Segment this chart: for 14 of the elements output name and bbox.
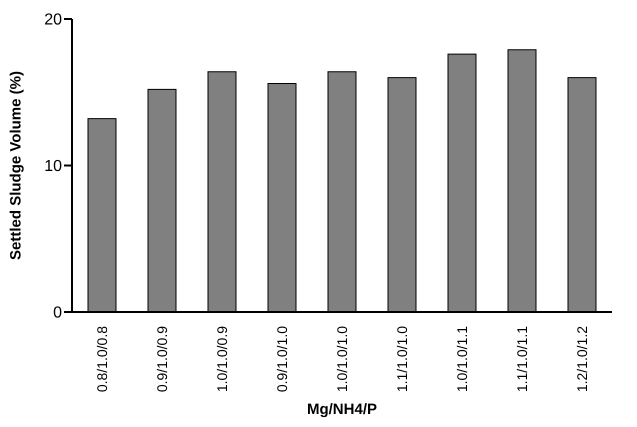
- y-axis-title: Settled Sludge Volume (%): [7, 71, 24, 260]
- x-tick-label: 0.9/1.0/0.9: [154, 326, 170, 392]
- x-tick-label: 1.1/1.0/1.0: [394, 326, 410, 392]
- x-tick-label: 1.0/1.0/1.1: [454, 326, 470, 392]
- x-tick-label: 0.9/1.0/1.0: [274, 326, 290, 392]
- x-tick-label: 1.0/1.0/1.0: [334, 326, 350, 392]
- x-tick-label: 1.2/1.0/1.2: [574, 326, 590, 392]
- y-tick-label: 20: [44, 12, 62, 29]
- x-tick-label: 1.0/1.0/0.9: [214, 326, 230, 392]
- x-tick-label: 0.8/1.0/0.8: [94, 326, 110, 392]
- y-tick-label: 10: [44, 158, 62, 176]
- x-axis-title: Mg/NH4/P: [306, 401, 378, 418]
- x-tick-label: 1.1/1.0/1.1: [514, 326, 530, 392]
- y-tick-label: 0: [53, 304, 62, 322]
